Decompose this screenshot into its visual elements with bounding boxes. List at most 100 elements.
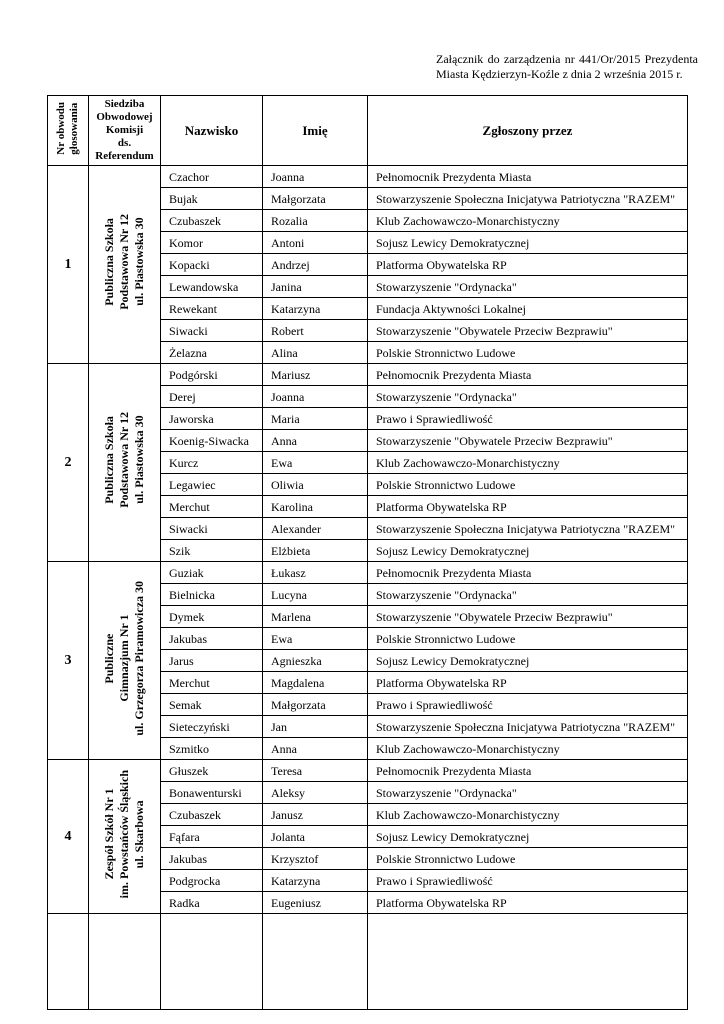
surname-cell: Jakubas bbox=[160, 847, 263, 870]
empty-cell bbox=[160, 913, 263, 1010]
district-number: 3 bbox=[47, 561, 89, 760]
given-name-cell: Magdalena bbox=[262, 671, 368, 694]
table-row: Derej Joanna Stowarzyszenie "Ordynacka" bbox=[48, 385, 688, 408]
nominated-by-cell: Pełnomocnik Prezydenta Miasta bbox=[367, 363, 688, 386]
table-row: 2 Publiczna Szkoła Podstawowa Nr 12 ul. … bbox=[47, 363, 688, 562]
given-name-cell: Elżbieta bbox=[262, 539, 368, 562]
given-name-cell: Katarzyna bbox=[262, 297, 368, 320]
empty-cell bbox=[88, 913, 161, 1010]
venue-cell: Publiczna Szkoła Podstawowa Nr 12 ul. Pi… bbox=[88, 363, 161, 562]
surname-cell: Jakubas bbox=[160, 627, 263, 650]
nominated-by-cell: Stowarzyszenie "Obywatele Przeciw Bezpra… bbox=[367, 605, 688, 628]
referendum-commissions-table: Nr obwodu głosowania Siedziba Obwodowej … bbox=[47, 95, 688, 1010]
venue-cell: Publiczna Szkoła Podstawowa Nr 12 ul. Pi… bbox=[88, 165, 161, 364]
surname-column-header: Nazwisko bbox=[160, 95, 263, 166]
venue-cell: Zespół Szkół Nr 1 im. Powstańców Śląskic… bbox=[88, 759, 161, 914]
table-row: Jakubas Ewa Polskie Stronnictwo Ludowe bbox=[48, 627, 688, 650]
attachment-note: Załącznik do zarządzenia nr 441/Or/2015 … bbox=[436, 52, 698, 82]
given-name-cell: Eugeniusz bbox=[262, 891, 368, 914]
nominated-by-cell: Polskie Stronnictwo Ludowe bbox=[367, 341, 688, 364]
nominated-by-cell: Platforma Obywatelska RP bbox=[367, 891, 688, 914]
district-column-header-label: Nr obwodu głosowania bbox=[55, 101, 80, 155]
surname-cell: Dymek bbox=[160, 605, 263, 628]
surname-cell: Kopacki bbox=[160, 253, 263, 276]
venue-name: Publiczna Szkoła Podstawowa Nr 12 ul. Pi… bbox=[102, 412, 146, 508]
attachment-note-line2: Miasta Kędzierzyn-Koźle z dnia 2 wrześni… bbox=[436, 67, 683, 81]
table-row: Komor Antoni Sojusz Lewicy Demokratycznej bbox=[48, 231, 688, 254]
table-row: 4 Zespół Szkół Nr 1 im. Powstańców Śląsk… bbox=[47, 759, 688, 914]
given-name-cell: Ewa bbox=[262, 451, 368, 474]
surname-cell: Podgórski bbox=[160, 363, 263, 386]
given-name-cell: Joanna bbox=[262, 165, 368, 188]
given-name-cell: Małgorzata bbox=[262, 187, 368, 210]
district-column-header: Nr obwodu głosowania bbox=[47, 95, 89, 166]
surname-cell: Fąfara bbox=[160, 825, 263, 848]
given-name-cell: Jan bbox=[262, 715, 368, 738]
nominated-by-cell: Platforma Obywatelska RP bbox=[367, 671, 688, 694]
given-name-cell: Krzysztof bbox=[262, 847, 368, 870]
surname-cell: Podgrocka bbox=[160, 869, 263, 892]
given-name-cell: Lucyna bbox=[262, 583, 368, 606]
surname-cell: Komor bbox=[160, 231, 263, 254]
surname-cell: Siwacki bbox=[160, 319, 263, 342]
given-name-cell: Aleksy bbox=[262, 781, 368, 804]
surname-cell: Jaworska bbox=[160, 407, 263, 430]
table-row: Dymek Marlena Stowarzyszenie "Obywatele Pr… bbox=[48, 605, 688, 628]
nominated-by-cell: Prawo i Sprawiedliwość bbox=[367, 869, 688, 892]
given-name-cell: Małgorzata bbox=[262, 693, 368, 716]
table-row: Podgrocka Katarzyna Prawo i Sprawiedliwość bbox=[48, 869, 688, 892]
table-row: Czubaszek Rozalia Klub Zachowawczo-Monarch… bbox=[48, 209, 688, 232]
empty-cell bbox=[47, 913, 89, 1010]
surname-cell: Merchut bbox=[160, 671, 263, 694]
given-name-cell: Teresa bbox=[262, 759, 368, 782]
nominated-by-cell: Prawo i Sprawiedliwość bbox=[367, 693, 688, 716]
table-row: Szmitko Anna Klub Zachowawczo-Monarchistyc… bbox=[48, 737, 688, 760]
nominated-by-cell: Stowarzyszenie "Ordynacka" bbox=[367, 275, 688, 298]
district-number: 1 bbox=[47, 165, 89, 364]
nominated-by-cell: Prawo i Sprawiedliwość bbox=[367, 407, 688, 430]
surname-cell: Bujak bbox=[160, 187, 263, 210]
venue-cell: Publiczne Gimnazjum Nr 1 ul. Grzegorza P… bbox=[88, 561, 161, 760]
surname-cell: Głuszek bbox=[160, 759, 263, 782]
given-name-cell: Joanna bbox=[262, 385, 368, 408]
surname-cell: Czubaszek bbox=[160, 803, 263, 826]
surname-cell: Jarus bbox=[160, 649, 263, 672]
nominated-by-cell: Sojusz Lewicy Demokratycznej bbox=[367, 649, 688, 672]
nominated-by-cell: Polskie Stronnictwo Ludowe bbox=[367, 473, 688, 496]
given-name-column-header: Imię bbox=[262, 95, 368, 166]
empty-cell bbox=[262, 913, 368, 1010]
surname-cell: Sieteczyński bbox=[160, 715, 263, 738]
table-row: Kurcz Ewa Klub Zachowawczo-Monarchistyczny bbox=[48, 451, 688, 474]
surname-cell: Szik bbox=[160, 539, 263, 562]
district-number: 4 bbox=[47, 759, 89, 914]
surname-cell: Guziak bbox=[160, 561, 263, 584]
given-name-cell: Mariusz bbox=[262, 363, 368, 386]
surname-cell: Czubaszek bbox=[160, 209, 263, 232]
given-name-cell: Agnieszka bbox=[262, 649, 368, 672]
surname-cell: Żelazna bbox=[160, 341, 263, 364]
table-row: Radka Eugeniusz Platforma Obywatelska RP bbox=[48, 891, 688, 914]
surname-cell: Bielnicka bbox=[160, 583, 263, 606]
venue-column-header: Siedziba Obwodowej Komisji ds. Referendu… bbox=[88, 95, 161, 166]
surname-cell: Bonawenturski bbox=[160, 781, 263, 804]
nominated-by-cell: Platforma Obywatelska RP bbox=[367, 253, 688, 276]
surname-cell: Szmitko bbox=[160, 737, 263, 760]
table-row: Legawiec Oliwia Polskie Stronnictwo Ludowe bbox=[48, 473, 688, 496]
nominated-by-cell: Polskie Stronnictwo Ludowe bbox=[367, 627, 688, 650]
district-number: 2 bbox=[47, 363, 89, 562]
table-row: Czubaszek Janusz Klub Zachowawczo-Monarchi… bbox=[48, 803, 688, 826]
nominated-by-cell: Pełnomocnik Prezydenta Miasta bbox=[367, 561, 688, 584]
table-row: Lewandowska Janina Stowarzyszenie "Ordynac… bbox=[48, 275, 688, 298]
nominated-by-cell: Stowarzyszenie "Obywatele Przeciw Bezpra… bbox=[367, 319, 688, 342]
given-name-cell: Karolina bbox=[262, 495, 368, 518]
nominated-by-cell: Sojusz Lewicy Demokratycznej bbox=[367, 825, 688, 848]
surname-cell: Radka bbox=[160, 891, 263, 914]
table-row: Szik Elżbieta Sojusz Lewicy Demokratycznej bbox=[48, 539, 688, 562]
given-name-cell: Janina bbox=[262, 275, 368, 298]
nominated-by-column-header: Zgłoszony przez bbox=[367, 95, 688, 166]
surname-cell: Semak bbox=[160, 693, 263, 716]
table-row: 1 Publiczna Szkoła Podstawowa Nr 12 ul. … bbox=[47, 165, 688, 364]
nominated-by-cell: Stowarzyszenie Społeczna Inicjatywa Patr… bbox=[367, 187, 688, 210]
nominated-by-cell: Stowarzyszenie "Obywatele Przeciw Bezpra… bbox=[367, 429, 688, 452]
